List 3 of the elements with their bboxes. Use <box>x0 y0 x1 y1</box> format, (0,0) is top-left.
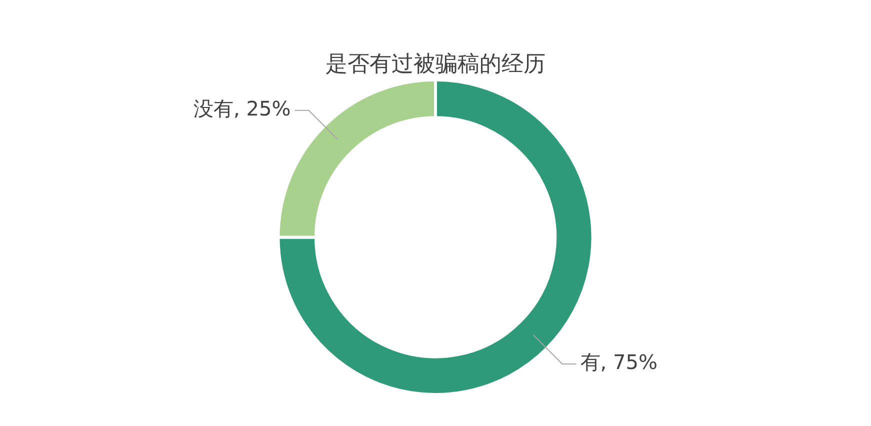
slice-label: 没有, 25% <box>194 96 291 121</box>
slice-label: 有, 75% <box>580 350 658 374</box>
chart-title: 是否有过被骗稿的经历 <box>326 52 546 77</box>
